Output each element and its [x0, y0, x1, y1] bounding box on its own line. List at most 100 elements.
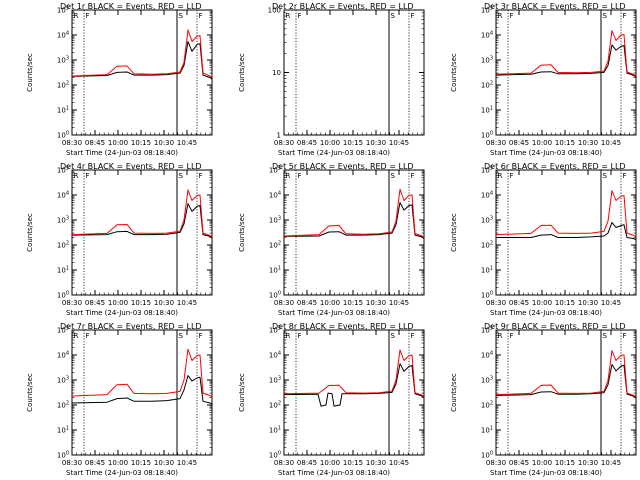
x-tick-label: 10:45 [601, 299, 621, 307]
marker-label: F [411, 12, 415, 20]
y-tick-label: 104 [269, 351, 281, 360]
x-tick-label: 10:15 [131, 139, 151, 147]
panel-4: Det 4r BLACK = Events, RED = LLD Counts/s… [26, 162, 213, 317]
panel-9: Det 9r BLACK = Events, RED = LLD Counts/s… [450, 322, 637, 477]
x-tick-label: 08:45 [85, 139, 105, 147]
y-tick-label: 104 [481, 351, 493, 360]
marker-label: S [391, 332, 396, 340]
x-tick-label: 08:45 [297, 459, 317, 467]
x-axis-label: Start Time (24-Jun-03 08:18:40) [66, 469, 178, 477]
marker-label: F [411, 172, 415, 180]
x-tick-label: 08:45 [85, 459, 105, 467]
y-tick-label: 105 [481, 166, 493, 175]
marker-label: S [179, 332, 184, 340]
x-tick-label: 08:45 [297, 139, 317, 147]
marker-label: F [199, 172, 203, 180]
x-tick-label: 10:30 [154, 299, 174, 307]
plot-frame [71, 329, 213, 456]
x-tick-label: 08:30 [62, 299, 82, 307]
series-line-lld [283, 349, 425, 397]
x-tick-label: 10:45 [389, 299, 409, 307]
marker-label: F [623, 172, 627, 180]
plot-frame [71, 169, 213, 296]
x-tick-label: 08:30 [274, 459, 294, 467]
series-line-events [496, 221, 637, 241]
y-tick-label: 105 [269, 166, 281, 175]
x-tick-label: 10:45 [389, 459, 409, 467]
plot-frame [283, 169, 425, 296]
y-tick-label: 104 [269, 191, 281, 200]
marker-label: F [199, 12, 203, 20]
x-tick-label: 08:45 [509, 139, 529, 147]
y-tick-label: 101 [57, 106, 69, 115]
marker-label: F [298, 172, 302, 180]
y-tick-label: 101 [57, 266, 69, 275]
y-tick-label: 103 [57, 216, 69, 225]
y-axis-label: Counts/sec [450, 53, 458, 92]
x-tick-label: 10:15 [343, 299, 363, 307]
y-tick-label: 100 [481, 451, 493, 460]
panel-8: Det 8r BLACK = Events, RED = LLD Counts/s… [238, 322, 425, 477]
y-tick-label: 102 [57, 241, 69, 250]
series-line-lld [71, 348, 213, 398]
y-tick-label: 103 [481, 56, 493, 65]
panel-title: Det 3r BLACK = Events, RED = LLD [484, 2, 626, 11]
y-tick-label: 101 [269, 426, 281, 435]
x-tick-label: 10:30 [154, 459, 174, 467]
y-tick-label: 102 [269, 401, 281, 410]
x-tick-label: 10:00 [108, 139, 128, 147]
series-line-lld [495, 190, 637, 238]
y-axis-label: Counts/sec [238, 373, 246, 412]
y-tick-label: 100 [57, 451, 69, 460]
y-tick-label: 102 [481, 241, 493, 250]
y-tick-label: 100 [269, 291, 281, 300]
series-line-events [283, 202, 425, 239]
x-tick-label: 10:30 [366, 459, 386, 467]
marker-label: S [603, 332, 608, 340]
panel-1: Det 1r BLACK = Events, RED = LLD Counts/s… [26, 2, 213, 157]
y-tick-label: 104 [57, 31, 69, 40]
panel-title: Det 2r BLACK = Events, RED = LLD [272, 2, 414, 11]
x-tick-label: 10:45 [389, 139, 409, 147]
y-axis-label: Counts/sec [450, 213, 458, 252]
marker-label: S [391, 12, 396, 20]
y-tick-label: 105 [481, 326, 493, 335]
y-tick-label: 104 [57, 351, 69, 360]
y-tick-label: 103 [481, 376, 493, 385]
y-tick-label: 100 [57, 131, 69, 140]
x-axis-label: Start Time (24-Jun-03 08:18:40) [278, 149, 390, 157]
y-tick-label: 10 [272, 69, 281, 77]
x-tick-label: 08:45 [509, 299, 529, 307]
y-tick-label: 102 [481, 401, 493, 410]
y-axis-label: Counts/sec [238, 53, 246, 92]
x-tick-label: 10:45 [177, 459, 197, 467]
y-axis-label: Counts/sec [26, 373, 34, 412]
x-tick-label: 08:45 [509, 459, 529, 467]
x-tick-label: 10:15 [343, 139, 363, 147]
marker-label: F [623, 12, 627, 20]
y-tick-label: 103 [57, 56, 69, 65]
x-tick-label: 10:15 [555, 299, 575, 307]
y-tick-label: 104 [57, 191, 69, 200]
x-axis-label: Start Time (24-Jun-03 08:18:40) [490, 469, 602, 477]
x-tick-label: 08:45 [297, 299, 317, 307]
x-tick-label: 08:30 [62, 139, 82, 147]
plot-frame [495, 169, 637, 296]
marker-label: R [286, 172, 291, 180]
y-axis-label: Counts/sec [238, 213, 246, 252]
marker-label: F [298, 12, 302, 20]
plot-frame [71, 9, 213, 136]
y-tick-label: 105 [269, 326, 281, 335]
x-tick-label: 10:30 [366, 299, 386, 307]
x-tick-label: 10:30 [578, 299, 598, 307]
y-tick-label: 1 [277, 132, 281, 140]
marker-label: R [74, 172, 79, 180]
y-tick-label: 101 [269, 266, 281, 275]
panel-title: Det 6r BLACK = Events, RED = LLD [484, 162, 626, 171]
panel-5: Det 5r BLACK = Events, RED = LLD Counts/s… [238, 162, 425, 317]
marker-label: S [179, 172, 184, 180]
x-tick-label: 08:30 [486, 459, 506, 467]
marker-label: F [199, 332, 203, 340]
marker-label: F [510, 332, 514, 340]
y-axis-label: Counts/sec [26, 213, 34, 252]
